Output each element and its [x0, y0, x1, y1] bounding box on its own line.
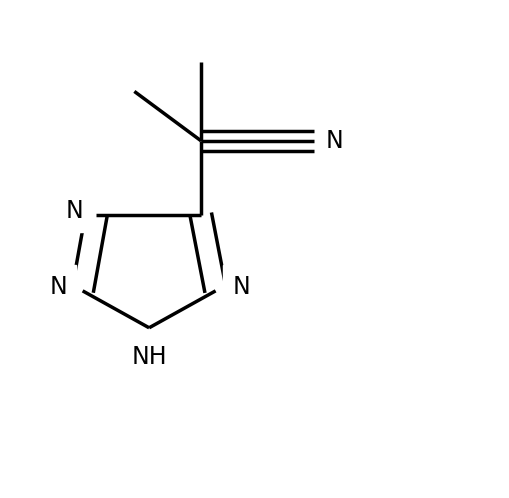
Text: N: N [232, 275, 249, 299]
Text: N: N [325, 128, 343, 153]
Text: NH: NH [131, 345, 166, 370]
Text: N: N [49, 275, 67, 299]
Text: N: N [65, 199, 83, 223]
